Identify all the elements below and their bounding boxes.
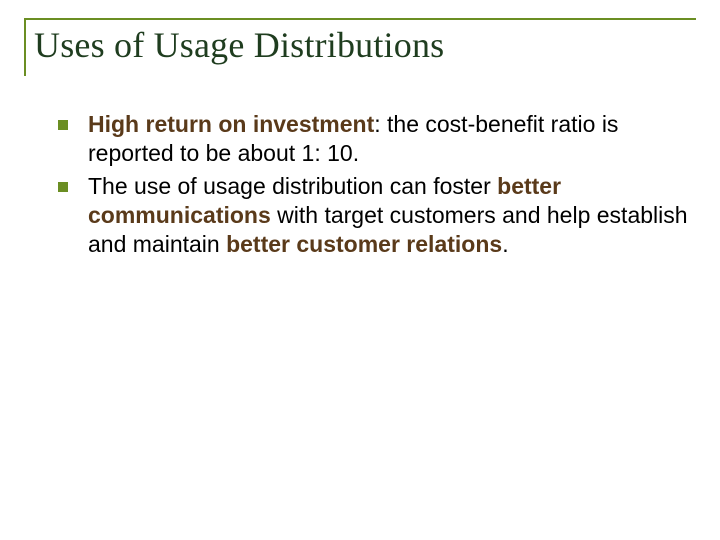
title-border-box: Uses of Usage Distributions xyxy=(24,18,696,76)
bullet-item: The use of usage distribution can foster… xyxy=(58,172,696,259)
body-text: The use of usage distribution can foster xyxy=(88,173,497,199)
bold-text: High return on investment xyxy=(88,111,374,137)
slide-container: Uses of Usage Distributions High return … xyxy=(0,0,720,540)
bold-text: better customer relations xyxy=(226,231,502,257)
body-text: . xyxy=(502,231,508,257)
slide-title: Uses of Usage Distributions xyxy=(34,24,696,66)
bullet-item: High return on investment: the cost-bene… xyxy=(58,110,696,168)
bullet-list: High return on investment: the cost-bene… xyxy=(24,110,696,259)
